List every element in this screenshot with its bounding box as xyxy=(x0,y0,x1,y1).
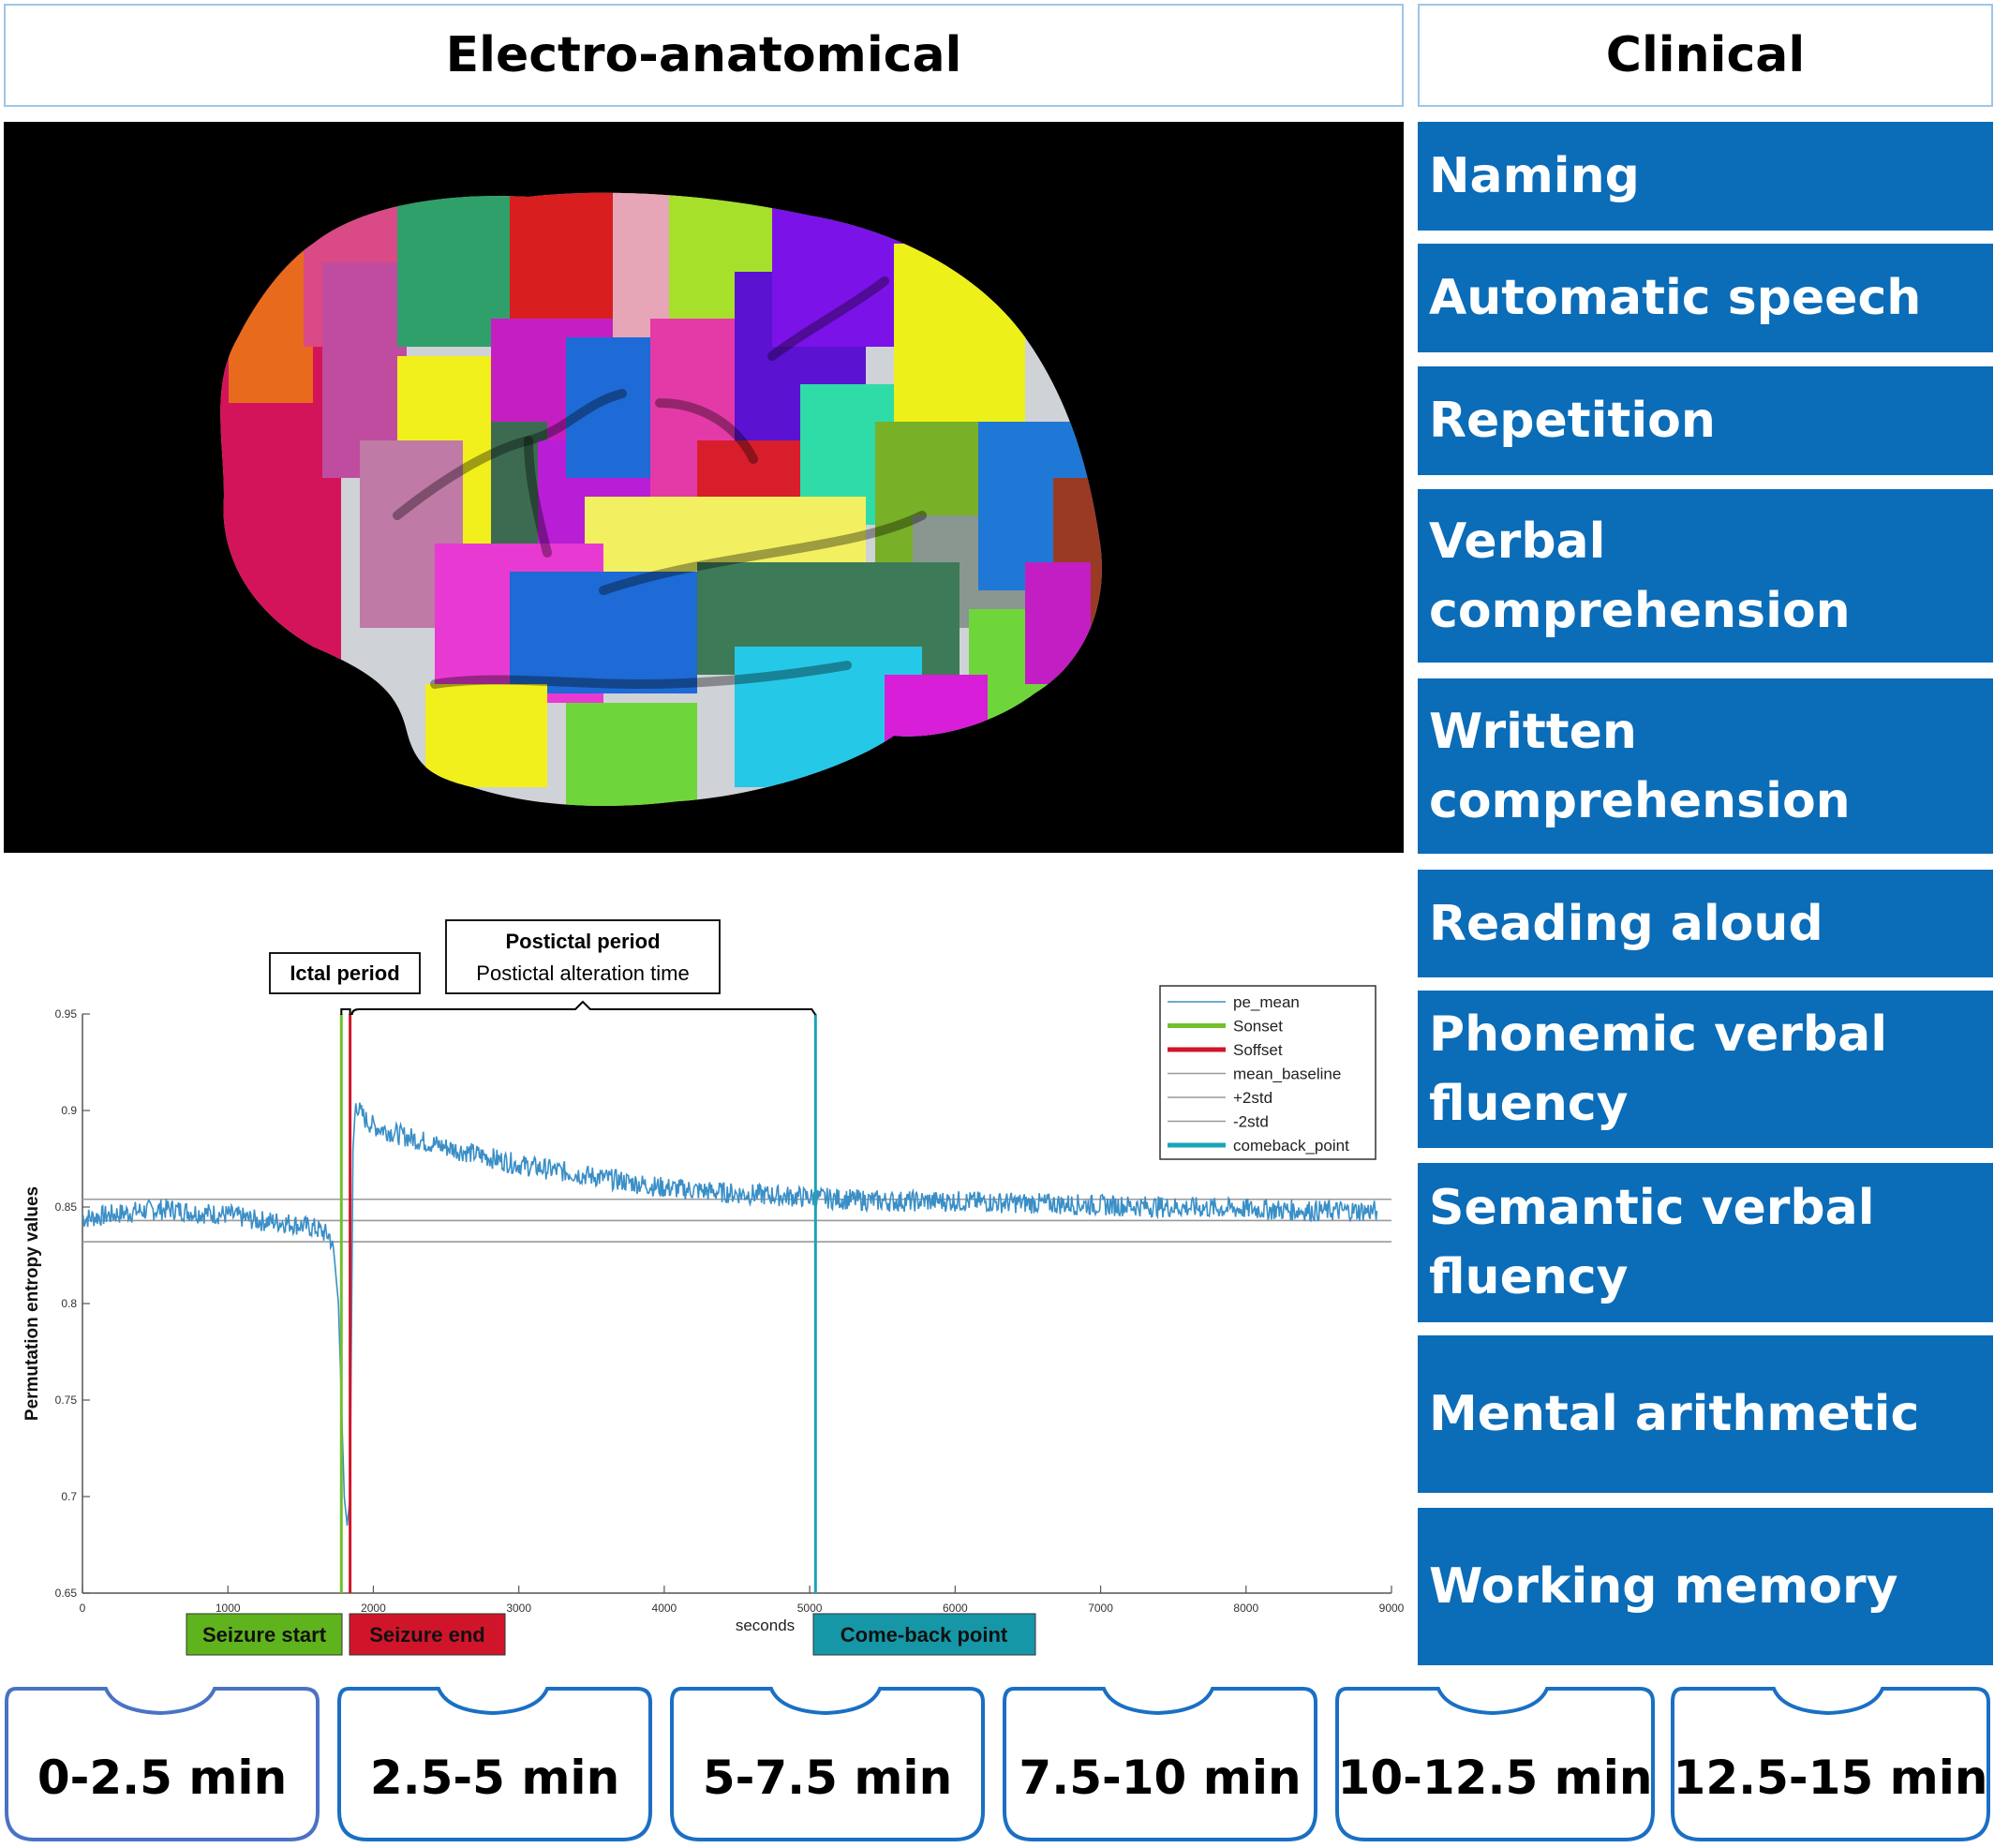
legend-label: comeback_point xyxy=(1233,1137,1349,1155)
clinical-test-semantic-verbal-fluency: Semantic verbal fluency xyxy=(1418,1163,1993,1322)
seizure-end-box xyxy=(349,1613,506,1656)
time-window-label: 5-7.5 min xyxy=(702,1751,953,1805)
x-tick-label: 1000 xyxy=(216,1602,241,1615)
time-window-tab-1[interactable]: 0-2.5 min xyxy=(3,1685,321,1844)
x-tick-label: 5000 xyxy=(797,1602,823,1615)
time-window-label: 0-2.5 min xyxy=(37,1751,288,1805)
tab-shape xyxy=(337,1687,652,1841)
ictal-period-label: Ictal period xyxy=(290,961,399,985)
seizure-end-label: Seizure end xyxy=(369,1623,484,1647)
legend-label: Sonset xyxy=(1233,1018,1283,1036)
postictal-alteration-label: Postictal alteration time xyxy=(476,961,689,985)
comeback-point-label: Come-back point xyxy=(841,1623,1008,1647)
y-tick-label: 0.7 xyxy=(61,1490,77,1503)
chart-legend: pe_mean Sonset Soffset mean_baseline +2std -2… xyxy=(1159,985,1376,1160)
pe-mean-line xyxy=(82,1102,1378,1526)
tab-shape xyxy=(5,1687,320,1841)
clinical-test-repetition: Repetition xyxy=(1418,366,1993,475)
x-tick-label: 8000 xyxy=(1233,1602,1258,1615)
x-tick-label: 7000 xyxy=(1088,1602,1113,1615)
clinical-header: Clinical xyxy=(1418,4,1993,107)
y-tick-label: 0.85 xyxy=(55,1200,78,1214)
ictal-period-box xyxy=(269,952,421,994)
pe-mean-series xyxy=(82,1102,1378,1526)
time-window-tab-4[interactable]: 7.5-10 min xyxy=(1001,1685,1319,1844)
seizure-start-box xyxy=(186,1613,343,1656)
legend-box xyxy=(1159,985,1376,1160)
time-window-label: 12.5-15 min xyxy=(1673,1751,1988,1805)
clinical-test-working-memory: Working memory xyxy=(1418,1508,1993,1665)
time-window-tab-5[interactable]: 10-12.5 min xyxy=(1333,1685,1657,1844)
postictal-period-title: Postictal period xyxy=(505,930,660,953)
electro-anatomical-header: Electro-anatomical xyxy=(4,4,1404,107)
clinical-test-naming: Naming xyxy=(1418,122,1993,231)
legend-label: pe_mean xyxy=(1233,993,1300,1011)
time-window-tab-3[interactable]: 5-7.5 min xyxy=(668,1685,987,1844)
tab-shape xyxy=(670,1687,985,1841)
ictal-bracket xyxy=(340,1008,351,1015)
comeback-point-box xyxy=(812,1613,1036,1656)
y-tick-label: 0.95 xyxy=(55,1007,78,1021)
event-markers xyxy=(339,1014,817,1593)
time-window-label: 10-12.5 min xyxy=(1337,1751,1653,1805)
clinical-test-phonemic-verbal-fluency: Phonemic verbal fluency xyxy=(1418,991,1993,1148)
chart-axes: 0 1000 2000 3000 4000 5000 6000 7000 8000 9000 0.6… xyxy=(22,1007,1405,1634)
seizure-start-label: Seizure start xyxy=(202,1623,327,1647)
x-tick-label: 9000 xyxy=(1379,1602,1405,1615)
y-axis-title: Permutation entropy values xyxy=(22,1186,42,1421)
tab-shape xyxy=(1335,1687,1655,1841)
x-tick-label: 2000 xyxy=(361,1602,386,1615)
legend-label: mean_baseline xyxy=(1233,1066,1341,1083)
tab-shape xyxy=(1671,1687,1990,1841)
time-window-label: 2.5-5 min xyxy=(369,1751,620,1805)
y-tick-label: 0.65 xyxy=(55,1587,78,1600)
x-axis-title: seconds xyxy=(736,1617,795,1634)
permutation-entropy-chart: 0 1000 2000 3000 4000 5000 6000 7000 8000 9000 0.6… xyxy=(22,919,1405,1656)
clinical-test-written-comprehension: Written comprehension xyxy=(1418,678,1993,854)
clinical-test-mental-arithmetic: Mental arithmetic xyxy=(1418,1335,1993,1493)
clinical-test-reading-aloud: Reading aloud xyxy=(1418,870,1993,977)
time-window-tab-2[interactable]: 2.5-5 min xyxy=(335,1685,654,1844)
y-tick-label: 0.75 xyxy=(55,1393,78,1407)
period-annotations: Ictal period Postictal period Postictal al… xyxy=(186,919,1036,1656)
legend-label: -2std xyxy=(1233,1113,1269,1131)
clinical-test-automatic-speech: Automatic speech xyxy=(1418,244,1993,352)
x-tick-label: 4000 xyxy=(652,1602,677,1615)
postictal-period-box xyxy=(445,919,721,994)
legend-label: +2std xyxy=(1233,1089,1272,1107)
y-tick-label: 0.8 xyxy=(61,1297,77,1310)
clinical-test-verbal-comprehension: Verbal comprehension xyxy=(1418,489,1993,663)
time-window-tab-6[interactable]: 12.5-15 min xyxy=(1669,1685,1992,1844)
postictal-bracket xyxy=(350,1000,817,1016)
x-tick-label: 6000 xyxy=(943,1602,968,1615)
tab-shape xyxy=(1003,1687,1317,1841)
x-tick-label: 3000 xyxy=(506,1602,531,1615)
x-tick-label: 0 xyxy=(80,1602,86,1615)
y-tick-label: 0.9 xyxy=(61,1104,77,1117)
legend-label: Soffset xyxy=(1233,1041,1283,1059)
brain-parcellation-image xyxy=(4,122,1404,853)
brain-illustration xyxy=(220,192,1102,807)
time-window-label: 7.5-10 min xyxy=(1019,1751,1302,1805)
